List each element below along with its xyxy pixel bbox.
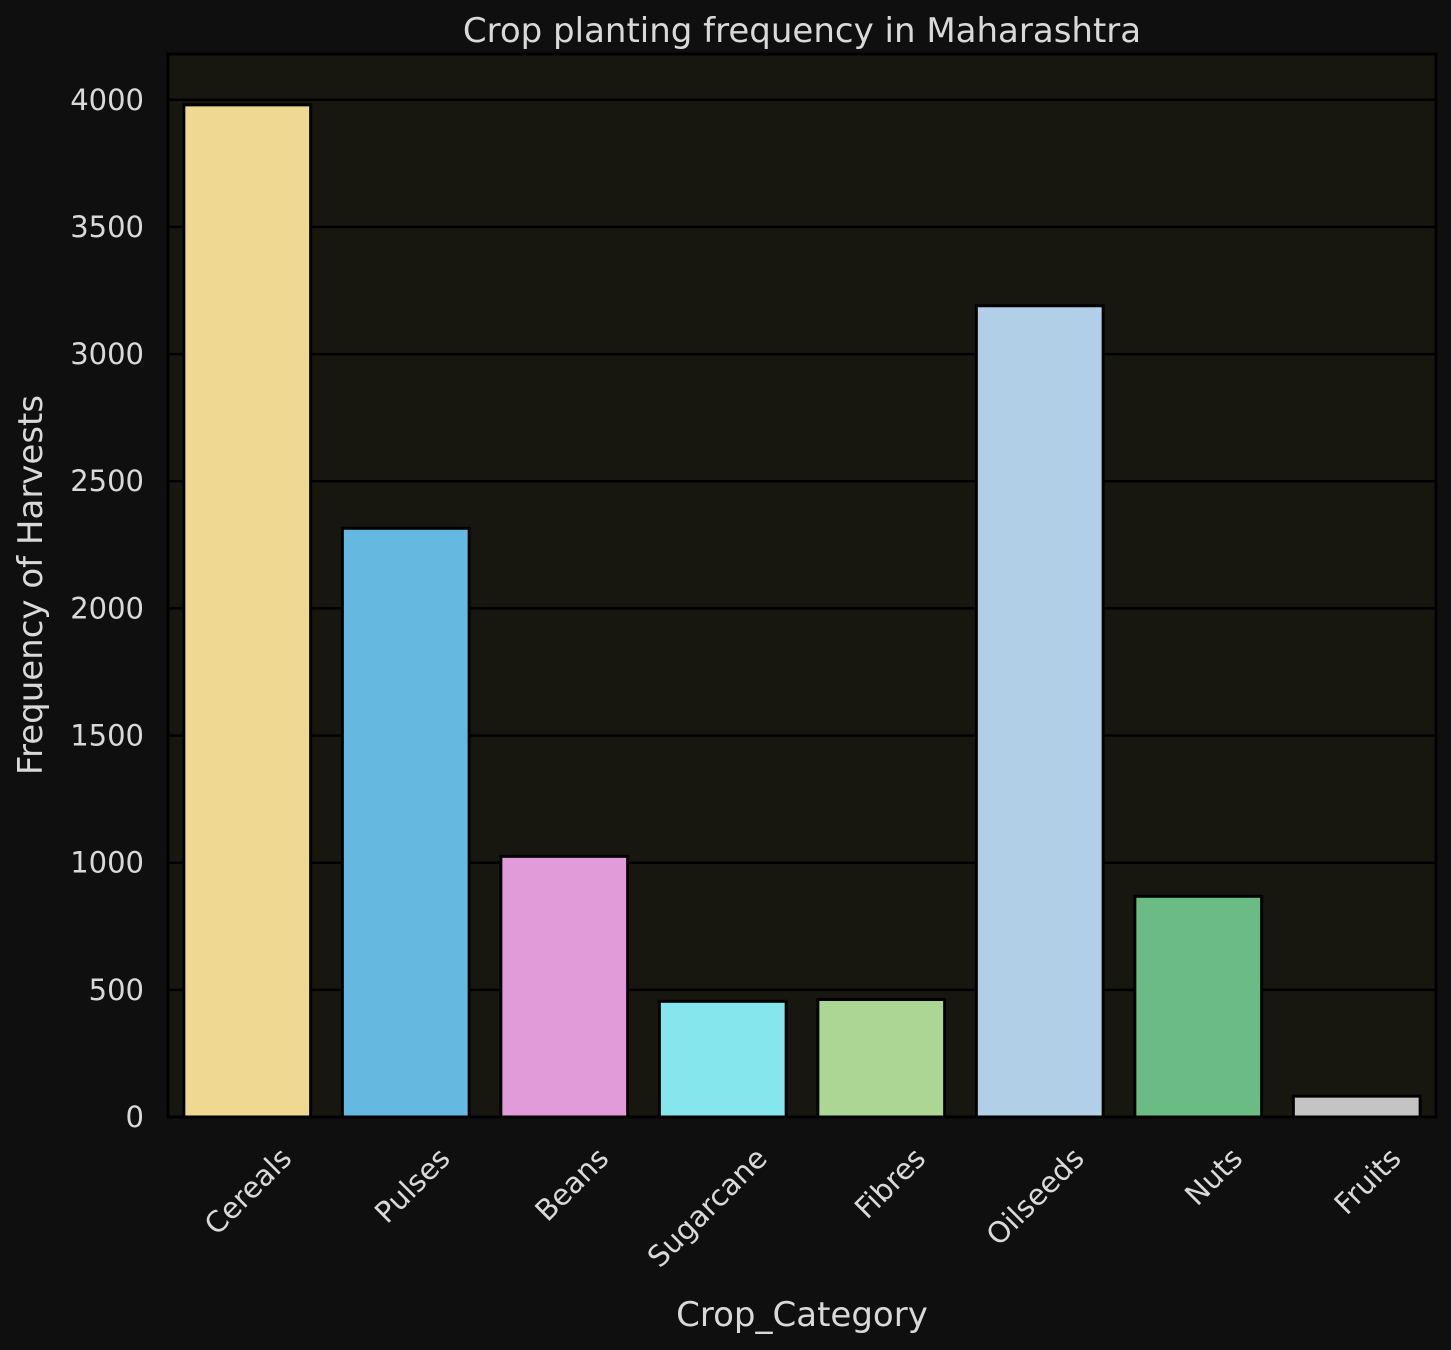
y-tick-label: 2500	[70, 464, 144, 498]
y-tick-label: 3000	[70, 337, 144, 371]
bar-fibres	[816, 998, 947, 1119]
plot-frame	[166, 52, 1438, 1119]
bar-fruits	[1291, 1094, 1422, 1119]
bar-pulses	[340, 526, 471, 1119]
y-tick-labels: 0 500 1000 1500 2000 2500 3000 3500 4000	[70, 83, 144, 1134]
y-tick-label: 4000	[70, 83, 144, 117]
y-tick-label: 0	[126, 1100, 144, 1134]
chart-title: Crop planting frequency in Maharashtra	[463, 11, 1141, 51]
y-tick-label: 1500	[70, 719, 144, 753]
y-tick-label: 2000	[70, 591, 144, 625]
bar-beans	[499, 854, 630, 1119]
bar-cereals	[182, 103, 313, 1119]
bar-nuts	[1133, 894, 1264, 1119]
bar-sugarcane	[657, 999, 788, 1119]
y-tick-label: 1000	[70, 846, 144, 880]
bar-oilseeds	[974, 304, 1105, 1119]
y-tick-label: 500	[89, 973, 144, 1007]
x-axis-title: Crop_Category	[676, 1295, 928, 1335]
bars	[182, 103, 1422, 1119]
y-tick-label: 3500	[70, 210, 144, 244]
y-axis-title: Frequency of Harvests	[11, 395, 51, 775]
